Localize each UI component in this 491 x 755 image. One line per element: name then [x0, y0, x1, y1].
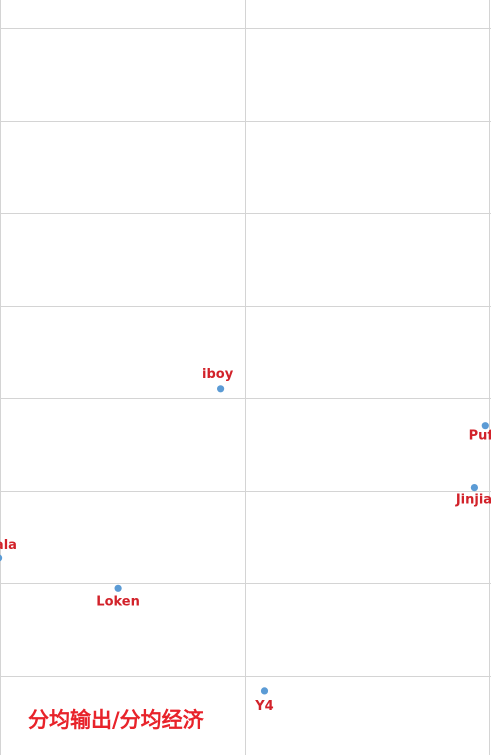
- data-points: [0, 385, 489, 695]
- data-point-gala: [0, 554, 3, 562]
- chart-title: 分均输出/分均经济: [28, 708, 204, 732]
- data-label-iboy: iboy: [202, 367, 234, 382]
- data-labels: UziLwxJackyeloveiboyAsuraPuffSmlzKramerJ…: [0, 367, 491, 714]
- data-point-y4: [260, 687, 269, 695]
- data-point-iboy: [217, 385, 225, 393]
- data-point-jinjiao: [470, 484, 478, 492]
- data-label-jinjiao: Jinjiao: [455, 493, 491, 508]
- data-label-puff: Puff: [469, 429, 491, 444]
- data-point-puff: [481, 422, 489, 430]
- data-label-gala: Gala: [0, 538, 17, 553]
- data-label-y4: Y4: [254, 699, 273, 714]
- data-point-loken: [114, 584, 122, 592]
- data-label-loken: Loken: [96, 594, 140, 609]
